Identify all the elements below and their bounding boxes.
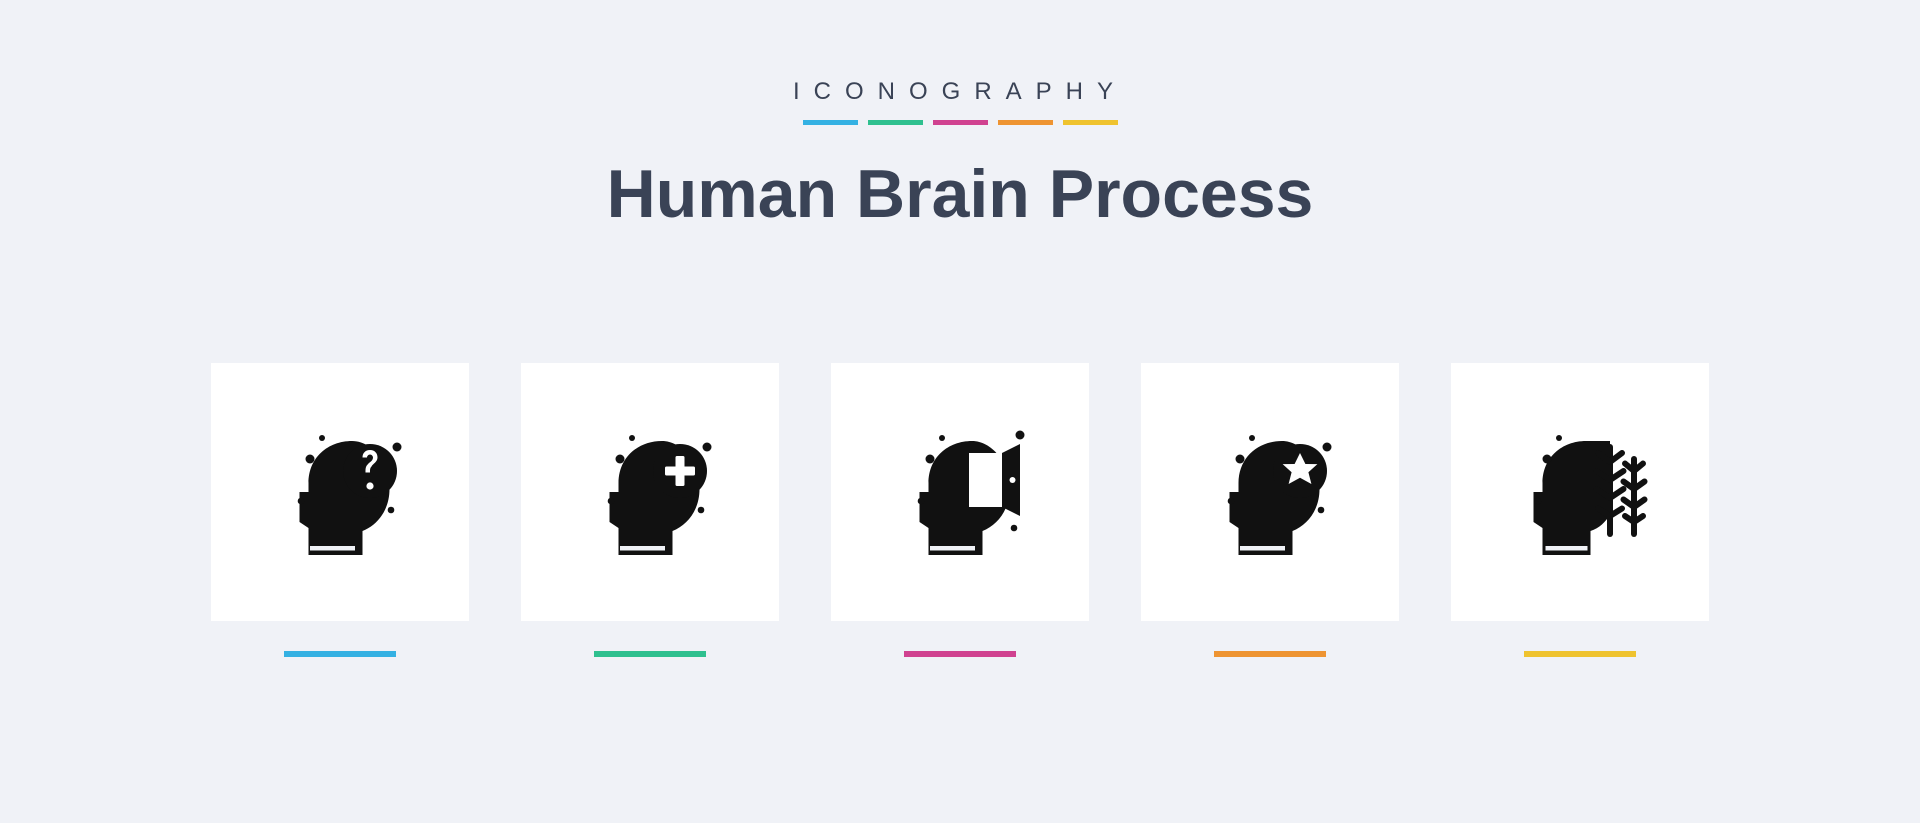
icon-card-feather (1451, 363, 1709, 657)
card-box (521, 363, 779, 621)
set-title: Human Brain Process (607, 155, 1314, 233)
icon-card-medical (521, 363, 779, 657)
brand-underline-4 (998, 120, 1053, 125)
card-box (211, 363, 469, 621)
brand-underline-3 (933, 120, 988, 125)
card-underline (1524, 651, 1636, 657)
brand-underline-1 (803, 120, 858, 125)
card-underline (284, 651, 396, 657)
brand-label: ICONOGRAPHY (793, 78, 1127, 106)
card-box (831, 363, 1089, 621)
card-box (1141, 363, 1399, 621)
card-underline (904, 651, 1016, 657)
star-mind-icon (1195, 417, 1345, 567)
icon-card-star (1141, 363, 1399, 657)
question-mind-icon (265, 417, 415, 567)
icon-card-open-door (831, 363, 1089, 657)
iconography-page: ICONOGRAPHY Human Brain Process (0, 0, 1920, 823)
card-box (1451, 363, 1709, 621)
icon-row (211, 363, 1709, 657)
feather-mind-icon (1505, 417, 1655, 567)
brand-underline-2 (868, 120, 923, 125)
brand-underline-5 (1063, 120, 1118, 125)
card-underline (1214, 651, 1326, 657)
card-underline (594, 651, 706, 657)
brand-underlines (803, 120, 1118, 125)
medical-mind-icon (575, 417, 725, 567)
open-door-mind-icon (885, 417, 1035, 567)
icon-card-question (211, 363, 469, 657)
